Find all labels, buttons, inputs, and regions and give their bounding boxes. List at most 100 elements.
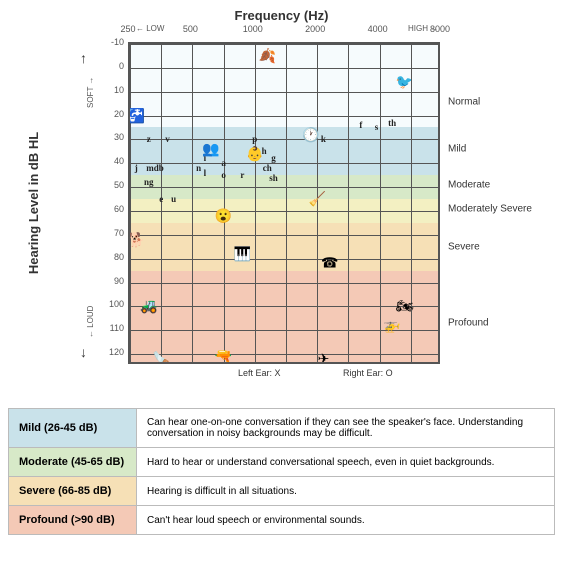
x-tick-label: 8000 xyxy=(430,24,450,34)
y-tick-label: 120 xyxy=(100,347,124,357)
x-tick-label: 1000 xyxy=(243,24,263,34)
category-label: Mild xyxy=(448,144,466,155)
y-axis-title: Hearing Level in dB HL xyxy=(26,132,41,274)
gridline xyxy=(192,44,193,362)
gridline xyxy=(130,68,438,69)
category-label: Severe xyxy=(448,242,480,253)
phone-icon: ☎ xyxy=(321,255,338,272)
left-ear-legend: Left Ear: X xyxy=(238,368,281,378)
severity-label: Profound (>90 dB) xyxy=(9,506,137,535)
severity-label: Moderate (45-65 dB) xyxy=(9,448,137,477)
y-tick-label: 90 xyxy=(100,276,124,286)
severity-description: Can hear one-on-one conversation if they… xyxy=(137,409,555,448)
phoneme-label: sh xyxy=(269,173,278,183)
ear-legend: Left Ear: X Right Ear: O xyxy=(208,368,423,378)
gridline xyxy=(130,187,438,188)
gridline xyxy=(130,283,438,284)
category-label: Moderate xyxy=(448,180,490,191)
gridline xyxy=(255,44,256,362)
gridline xyxy=(130,92,438,93)
gridline-dashed xyxy=(348,44,349,362)
loud-label: ← LOUD xyxy=(86,306,95,338)
severity-description: Can't hear loud speech or environmental … xyxy=(137,506,555,535)
phoneme-label: e xyxy=(159,194,163,204)
mower-icon: 🚜 xyxy=(140,298,157,315)
table-row: Profound (>90 dB)Can't hear loud speech … xyxy=(9,506,555,535)
x-tick-label: 500 xyxy=(183,24,198,34)
phoneme-label: ch xyxy=(263,163,272,173)
severity-band xyxy=(130,127,438,175)
phoneme-label: r xyxy=(240,170,244,180)
soft-label: SOFT → xyxy=(86,77,95,108)
y-tick-label: 110 xyxy=(100,323,124,333)
category-label: Profound xyxy=(448,318,489,329)
phoneme-label: v xyxy=(165,134,170,144)
phoneme-label: ng xyxy=(144,177,154,187)
gridline xyxy=(224,44,225,362)
gridline xyxy=(130,44,131,362)
x-tick-label: 2000 xyxy=(305,24,325,34)
y-tick-label: 100 xyxy=(100,299,124,309)
severity-label: Severe (66-85 dB) xyxy=(9,477,137,506)
gridline xyxy=(130,211,438,212)
plot-area: zvjmdbnngiaoreulphgchshkfsth🍂🐦🚰🕐👥👶😮🧹🐕🎹☎🚜… xyxy=(128,42,440,364)
gridline xyxy=(130,44,438,45)
y-tick-label: 20 xyxy=(100,109,124,119)
faucet-icon: 🚰 xyxy=(128,107,145,124)
dog-icon: 🐕 xyxy=(128,231,145,248)
gridline xyxy=(380,44,381,362)
x-tick-label: 4000 xyxy=(368,24,388,34)
phoneme-label: g xyxy=(271,153,276,163)
y-tick-label: 0 xyxy=(100,61,124,71)
y-tick-label: 70 xyxy=(100,228,124,238)
gun-icon: 🔫 xyxy=(215,348,232,364)
phoneme-label: mdb xyxy=(146,163,164,173)
gridline xyxy=(286,44,287,362)
x-tick-label: 250 xyxy=(120,24,135,34)
table-row: Mild (26-45 dB)Can hear one-on-one conve… xyxy=(9,409,555,448)
severity-description: Hard to hear or understand conversationa… xyxy=(137,448,555,477)
soft-arrow-icon: ↑ xyxy=(80,50,87,66)
gridline xyxy=(130,235,438,236)
severity-table: Mild (26-45 dB)Can hear one-on-one conve… xyxy=(8,408,555,535)
gridline xyxy=(130,306,438,307)
y-tick-label: 80 xyxy=(100,252,124,262)
right-ear-legend: Right Ear: O xyxy=(343,368,393,378)
phoneme-label: a xyxy=(221,158,226,168)
severity-label: Mild (26-45 dB) xyxy=(9,409,137,448)
category-label: Moderately Severe xyxy=(448,203,532,214)
piano-icon: 🎹 xyxy=(234,245,251,262)
phoneme-label: p xyxy=(252,134,257,144)
gridline xyxy=(130,259,438,260)
loud-arrow-icon: ↓ xyxy=(80,344,87,360)
airplane-icon: ✈ xyxy=(318,350,330,364)
audiogram-chart: Frequency (Hz) ← LOW HIGH → Hearing Leve… xyxy=(8,8,555,398)
baby-icon: 👶 xyxy=(246,145,263,162)
vacuum-icon: 🧹 xyxy=(308,191,325,208)
phoneme-label: k xyxy=(321,134,326,144)
phoneme-label: n xyxy=(196,163,201,173)
clock-icon: 🕐 xyxy=(302,126,319,143)
x-axis-title: Frequency (Hz) xyxy=(8,8,555,23)
severity-description: Hearing is difficult in all situations. xyxy=(137,477,555,506)
y-tick-label: 50 xyxy=(100,180,124,190)
y-tick-label: 30 xyxy=(100,132,124,142)
phoneme-label: th xyxy=(388,118,396,128)
leaves-icon: 🍂 xyxy=(259,47,276,64)
phoneme-label: s xyxy=(375,122,379,132)
phoneme-label: l xyxy=(204,168,207,178)
gridline xyxy=(130,116,438,117)
helicopter-icon: 🚁 xyxy=(383,317,400,334)
table-row: Moderate (45-65 dB)Hard to hear or under… xyxy=(9,448,555,477)
category-label: Normal xyxy=(448,96,480,107)
shout-icon: 😮 xyxy=(215,207,232,224)
y-tick-label: -10 xyxy=(100,37,124,47)
gridline xyxy=(130,163,438,164)
chainsaw-icon: 🪚 xyxy=(152,350,169,364)
phoneme-label: j xyxy=(135,163,138,173)
y-tick-label: 60 xyxy=(100,204,124,214)
gridline-dashed xyxy=(411,44,412,362)
table-row: Severe (66-85 dB)Hearing is difficult in… xyxy=(9,477,555,506)
phoneme-label: u xyxy=(171,194,176,204)
y-tick-label: 40 xyxy=(100,156,124,166)
